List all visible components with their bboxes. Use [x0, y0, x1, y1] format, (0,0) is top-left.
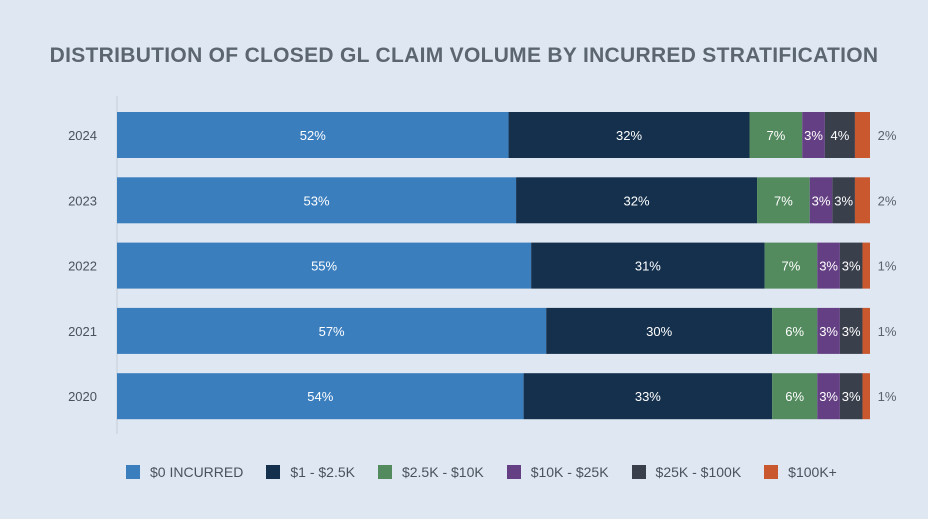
legend-swatch	[126, 465, 140, 479]
bar-segment-2020-s1	[523, 373, 773, 420]
data-label-2020-s5: 1%	[878, 389, 897, 404]
data-label-2024-s3: 3%	[804, 128, 823, 143]
bar-segment-2021-s1	[546, 307, 773, 354]
legend-item-s2: $2.5K - $10K	[377, 464, 484, 480]
bar-segment-2024-s5	[854, 112, 870, 158]
bar-segment-2023-s3	[809, 177, 833, 224]
data-label-2023-s2: 7%	[774, 193, 793, 208]
legend-item-s0: $0 INCURRED	[126, 464, 243, 480]
legend-label: $10K - $25K	[530, 464, 609, 480]
data-label-2021-s0: 57%	[319, 324, 345, 339]
data-label-2020-s2: 6%	[785, 389, 804, 404]
bar-segment-2022-s5	[862, 242, 870, 289]
bar-segment-2021-s3	[817, 307, 840, 354]
bar-segment-2024-s4	[824, 112, 855, 158]
legend-swatch	[266, 465, 281, 479]
bar-segment-2020-s3	[817, 373, 840, 420]
bar-segment-2024-s0	[117, 112, 509, 158]
bar-segment-2022-s3	[817, 242, 840, 289]
data-label-2022-s5: 1%	[878, 259, 897, 274]
bars-group: 2024 52% 32% 7% 3% 4% 2%2023 53% 32% 7% 3% 3% 2%2022…	[68, 112, 897, 420]
bar-segment-2020-s0	[117, 373, 524, 420]
data-label-2021-s1: 30%	[646, 324, 672, 339]
data-label-2021-s4: 3%	[842, 324, 861, 339]
data-label-2021-s5: 1%	[878, 324, 897, 339]
y-tick-label-2022: 2022	[68, 259, 97, 274]
bar-segment-2022-s4	[839, 242, 863, 289]
bar-segment-2024-s2	[749, 112, 803, 158]
chart-title: DISTRIBUTION OF CLOSED GL CLAIM VOLUME B…	[49, 44, 879, 67]
bar-segment-2021-s0	[117, 307, 547, 354]
legend-item-s1: $1 - $2.5K	[266, 464, 355, 480]
bar-segment-2020-s2	[772, 373, 818, 420]
data-label-2023-s3: 3%	[812, 193, 831, 208]
data-label-2020-s3: 3%	[819, 389, 838, 404]
bar-segment-2024-s3	[802, 112, 825, 158]
bar-segment-2021-s2	[772, 307, 818, 354]
data-label-2024-s1: 32%	[616, 128, 642, 143]
y-tick-label-2023: 2023	[68, 193, 97, 208]
legend-swatch	[764, 465, 779, 479]
chart-legend: $0 INCURRED $1 - $2.5K $2.5K - $10K $10K - …	[126, 462, 837, 482]
bar-segment-2020-s4	[839, 373, 863, 420]
data-label-2020-s4: 3%	[842, 389, 861, 404]
bar-segment-2022-s2	[764, 242, 818, 289]
bar-segment-2022-s0	[117, 242, 532, 289]
legend-label: $100K+	[788, 464, 837, 480]
bar-segment-2023-s2	[757, 177, 810, 224]
legend-swatch	[631, 465, 646, 479]
data-label-2023-s5: 2%	[878, 193, 897, 208]
bar-segment-2023-s5	[854, 177, 870, 224]
legend-item-s4: $25K - $100K	[631, 464, 742, 480]
data-label-2024-s0: 52%	[300, 128, 326, 143]
data-label-2023-s1: 32%	[624, 193, 650, 208]
data-label-2021-s2: 6%	[785, 324, 804, 339]
bar-segment-2023-s4	[832, 177, 855, 224]
bar-segment-2021-s4	[839, 307, 863, 354]
data-label-2020-s0: 54%	[307, 389, 333, 404]
y-tick-label-2020: 2020	[68, 389, 97, 404]
data-label-2022-s1: 31%	[635, 259, 661, 274]
data-label-2024-s4: 4%	[830, 128, 849, 143]
legend-label: $2.5K - $10K	[401, 464, 484, 480]
bar-segment-2023-s1	[516, 177, 758, 224]
legend-label: $0 INCURRED	[150, 464, 244, 480]
legend-item-s5: $100K+	[764, 464, 837, 480]
data-label-2022-s2: 7%	[782, 259, 801, 274]
data-label-2020-s1: 33%	[635, 389, 661, 404]
bar-segment-2022-s1	[531, 242, 765, 289]
legend-swatch	[506, 465, 521, 479]
legend-item-s3: $10K - $25K	[506, 464, 609, 480]
legend-swatch	[377, 465, 392, 479]
data-label-2023-s4: 3%	[834, 193, 853, 208]
data-label-2023-s0: 53%	[304, 193, 330, 208]
y-tick-label-2021: 2021	[68, 324, 97, 339]
bar-segment-2020-s5	[862, 373, 870, 420]
bar-segment-2023-s0	[117, 177, 517, 224]
legend-label: $1 - $2.5K	[290, 464, 355, 480]
bar-segment-2024-s1	[508, 112, 750, 158]
data-label-2022-s3: 3%	[819, 259, 838, 274]
data-label-2024-s5: 2%	[878, 128, 897, 143]
y-tick-label-2024: 2024	[68, 128, 97, 143]
legend-label: $25K - $100K	[655, 464, 742, 480]
data-label-2022-s0: 55%	[311, 259, 337, 274]
data-label-2021-s3: 3%	[819, 324, 838, 339]
bar-segment-2021-s5	[862, 307, 870, 354]
data-label-2024-s2: 7%	[766, 128, 785, 143]
data-label-2022-s4: 3%	[842, 259, 861, 274]
